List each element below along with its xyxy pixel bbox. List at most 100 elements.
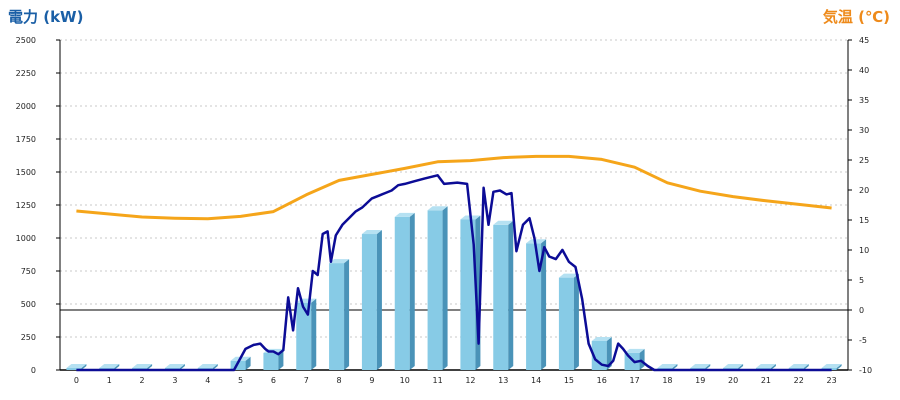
- bar-side: [376, 230, 382, 370]
- bar-side: [114, 364, 120, 370]
- x-tick-label: 17: [629, 376, 639, 385]
- right-tick-label: 5: [859, 276, 864, 285]
- x-tick-label: 6: [271, 376, 276, 385]
- x-tick-label: 22: [794, 376, 804, 385]
- bar-side: [836, 364, 842, 370]
- bar-top: [657, 364, 678, 368]
- left-axis-title: 電力 (kW): [8, 8, 84, 26]
- bar-side: [147, 364, 153, 370]
- left-tick-label: 500: [21, 300, 36, 309]
- right-tick-label: 20: [859, 186, 869, 195]
- bar-top: [394, 212, 415, 217]
- x-tick-label: 2: [140, 376, 145, 385]
- x-tick-label: 20: [728, 376, 738, 385]
- bar-side: [738, 364, 744, 370]
- x-tick-label: 19: [695, 376, 705, 385]
- x-tick-label: 12: [465, 376, 475, 385]
- bar-front: [296, 302, 312, 370]
- left-tick-label: 2250: [16, 69, 36, 78]
- bar-top: [361, 230, 382, 235]
- x-tick-label: 10: [400, 376, 410, 385]
- bar-front: [361, 234, 377, 370]
- left-tick-label: 1750: [16, 135, 36, 144]
- bar-top: [66, 364, 87, 368]
- x-tick-label: 16: [597, 376, 607, 385]
- x-tick-label: 14: [531, 376, 541, 385]
- x-tick-label: 8: [337, 376, 342, 385]
- bar-top: [164, 364, 185, 368]
- left-tick-label: 0: [31, 366, 36, 375]
- x-tick-label: 23: [826, 376, 836, 385]
- bar-front: [558, 277, 574, 370]
- bar-side: [311, 298, 317, 370]
- x-tick-label: 7: [304, 376, 309, 385]
- bar-side: [179, 364, 185, 370]
- x-tick-label: 3: [172, 376, 177, 385]
- x-tick-label: 11: [432, 376, 442, 385]
- bar-top: [821, 364, 842, 368]
- bar-top: [197, 364, 218, 368]
- right-tick-label: 25: [859, 156, 869, 165]
- bar-side: [672, 364, 678, 370]
- left-tick-label: 1000: [16, 234, 36, 243]
- right-axis-title: 気温 (℃): [822, 8, 890, 26]
- right-tick-label: 15: [859, 216, 869, 225]
- power-demand-line: [76, 174, 832, 372]
- right-tick-label: 30: [859, 126, 869, 135]
- x-tick-label: 0: [74, 376, 79, 385]
- bar-front: [66, 368, 82, 370]
- bar-front: [493, 224, 509, 370]
- bar-front: [526, 243, 542, 370]
- x-tick-label: 4: [205, 376, 210, 385]
- bar-front: [329, 263, 345, 370]
- bar-side: [442, 206, 448, 370]
- bar-side: [770, 364, 776, 370]
- bar-side: [212, 364, 218, 370]
- left-tick-label: 250: [21, 333, 36, 342]
- bar-side: [705, 364, 711, 370]
- right-tick-label: 35: [859, 96, 869, 105]
- bar-side: [606, 336, 612, 370]
- x-tick-label: 9: [369, 376, 374, 385]
- bar-side: [81, 364, 87, 370]
- left-tick-label: 1500: [16, 168, 36, 177]
- right-tick-label: 10: [859, 246, 869, 255]
- bar-top: [690, 364, 711, 368]
- bar-top: [99, 364, 120, 368]
- left-tick-label: 1250: [16, 201, 36, 210]
- x-tick-label: 21: [761, 376, 771, 385]
- bar-top: [591, 336, 612, 341]
- bar-front: [230, 360, 246, 370]
- left-tick-label: 750: [21, 267, 36, 276]
- x-tick-label: 15: [564, 376, 574, 385]
- x-tick-label: 1: [107, 376, 112, 385]
- bar-top: [132, 364, 153, 368]
- bar-front: [427, 210, 443, 370]
- bar-top: [329, 259, 350, 264]
- bar-top: [723, 364, 744, 368]
- x-tick-label: 5: [238, 376, 243, 385]
- right-tick-label: 45: [859, 36, 869, 45]
- right-tick-label: -10: [859, 366, 872, 375]
- bar-top: [624, 348, 645, 353]
- bar-top: [558, 273, 579, 278]
- bar-top: [427, 206, 448, 211]
- bar-top: [788, 364, 809, 368]
- bar-front: [394, 216, 410, 370]
- bar-top: [755, 364, 776, 368]
- right-tick-label: 0: [859, 306, 864, 315]
- bar-side: [344, 259, 350, 370]
- left-tick-label: 2500: [16, 36, 36, 45]
- x-tick-label: 13: [498, 376, 508, 385]
- x-tick-label: 18: [662, 376, 672, 385]
- right-tick-label: -5: [859, 336, 867, 345]
- bar-side: [541, 239, 547, 370]
- bar-top: [493, 220, 514, 225]
- bar-front: [263, 352, 279, 370]
- right-tick-label: 40: [859, 66, 869, 75]
- bar-side: [573, 273, 579, 370]
- left-tick-label: 2000: [16, 102, 36, 111]
- bar-side: [409, 212, 415, 370]
